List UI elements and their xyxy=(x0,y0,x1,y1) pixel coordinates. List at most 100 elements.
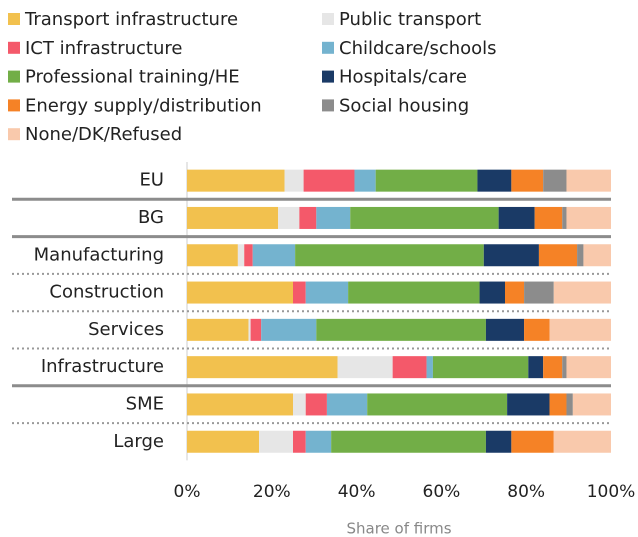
bar-segment xyxy=(524,318,550,341)
bar-segment xyxy=(549,318,611,341)
bar-segment xyxy=(426,356,433,379)
bar-segment xyxy=(187,281,293,304)
bar-segment xyxy=(284,169,304,192)
bar-segment xyxy=(337,356,393,379)
bar-segment xyxy=(326,393,368,416)
bar-segment xyxy=(553,430,611,453)
x-tick-label: 60% xyxy=(423,482,461,502)
x-tick-label: 20% xyxy=(253,482,291,502)
legend-swatch xyxy=(8,41,20,54)
bar-segment xyxy=(524,281,554,304)
bar-segment xyxy=(187,206,279,229)
bar-segment xyxy=(528,356,544,379)
bar-segment xyxy=(577,244,584,267)
category-label: Manufacturing xyxy=(34,244,164,265)
legend-label: ICT infrastructure xyxy=(25,38,182,59)
bar-segment xyxy=(549,393,567,416)
category-label: Infrastructure xyxy=(41,356,164,377)
bar-segment xyxy=(259,430,293,453)
bar-segment xyxy=(316,206,351,229)
category-label: Large xyxy=(113,431,164,452)
category-label: BG xyxy=(138,207,164,228)
bar-segment xyxy=(553,281,611,304)
bar-segment xyxy=(187,356,338,379)
bar-segment xyxy=(485,318,525,341)
bar-segment xyxy=(293,393,306,416)
legend-swatch xyxy=(322,13,334,25)
legend-label: Transport infrastructure xyxy=(24,9,238,30)
bar-segment xyxy=(432,356,529,379)
legend-swatch xyxy=(322,41,334,54)
bar-segment xyxy=(566,356,611,379)
category-label: EU xyxy=(139,170,164,191)
legend-swatch xyxy=(322,99,334,112)
x-axis-label: Share of firms xyxy=(346,520,451,537)
bar-segment xyxy=(305,393,327,416)
legend-swatch xyxy=(8,128,20,141)
legend-swatch xyxy=(8,70,20,83)
bar-segment xyxy=(477,169,512,192)
legend-label: Professional training/HE xyxy=(25,67,240,88)
category-label: SME xyxy=(126,393,164,414)
bar-segment xyxy=(583,244,611,267)
bar-segment xyxy=(252,244,296,267)
bar-segment xyxy=(511,430,554,453)
bar-segment xyxy=(566,206,611,229)
legend-label: Childcare/schools xyxy=(339,38,497,59)
legend-swatch xyxy=(8,99,20,112)
bar-segment xyxy=(483,244,539,267)
bar-segment xyxy=(566,393,573,416)
bar-segment xyxy=(278,206,300,229)
bar-segment xyxy=(543,356,563,379)
bar-segment xyxy=(375,169,478,192)
bar-segment xyxy=(572,393,611,416)
legend-label: Social housing xyxy=(339,95,469,116)
bar-segment xyxy=(367,393,508,416)
legend-label: Public transport xyxy=(339,9,481,30)
category-label: Services xyxy=(88,319,164,340)
bar-segment xyxy=(534,206,563,229)
x-tick-label: 80% xyxy=(507,482,545,502)
legend-label: Hospitals/care xyxy=(339,67,467,88)
bar-segment xyxy=(293,430,306,453)
bar-segment xyxy=(354,169,376,192)
bar-segment xyxy=(348,281,480,304)
legend-label: None/DK/Refused xyxy=(25,124,182,145)
bar-segment xyxy=(562,356,567,379)
bar-segment xyxy=(187,318,249,341)
bar-segment xyxy=(187,393,293,416)
x-tick-label: 100% xyxy=(587,482,636,502)
category-label: Construction xyxy=(49,282,164,303)
bar-segment xyxy=(479,281,505,304)
bar-segment xyxy=(350,206,499,229)
bar-segment xyxy=(511,169,544,192)
bar-segment xyxy=(305,281,349,304)
bar-segment xyxy=(392,356,427,379)
bar-segment xyxy=(187,244,238,267)
bar-segment xyxy=(248,318,251,341)
bar-segment xyxy=(237,244,245,267)
legend-label: Energy supply/distribution xyxy=(25,95,262,116)
legend-swatch xyxy=(8,13,20,25)
bar-segment xyxy=(485,430,512,453)
bar-segment xyxy=(331,430,486,453)
bar-segment xyxy=(250,318,262,341)
bar-segment xyxy=(543,169,567,192)
bar-segment xyxy=(299,206,317,229)
x-tick-label: 40% xyxy=(338,482,376,502)
bar-segment xyxy=(305,430,332,453)
bar-segment xyxy=(187,169,285,192)
bar-segment xyxy=(303,169,355,192)
bar-segment xyxy=(566,169,611,192)
bar-segment xyxy=(293,281,306,304)
bar-segment xyxy=(316,318,486,341)
legend-swatch xyxy=(322,70,334,83)
bar-segment xyxy=(562,206,567,229)
bar-segment xyxy=(244,244,253,267)
bar-segment xyxy=(295,244,484,267)
bar-segment xyxy=(187,430,260,453)
bar-segment xyxy=(261,318,317,341)
bar-segment xyxy=(507,393,550,416)
bar-segment xyxy=(498,206,535,229)
